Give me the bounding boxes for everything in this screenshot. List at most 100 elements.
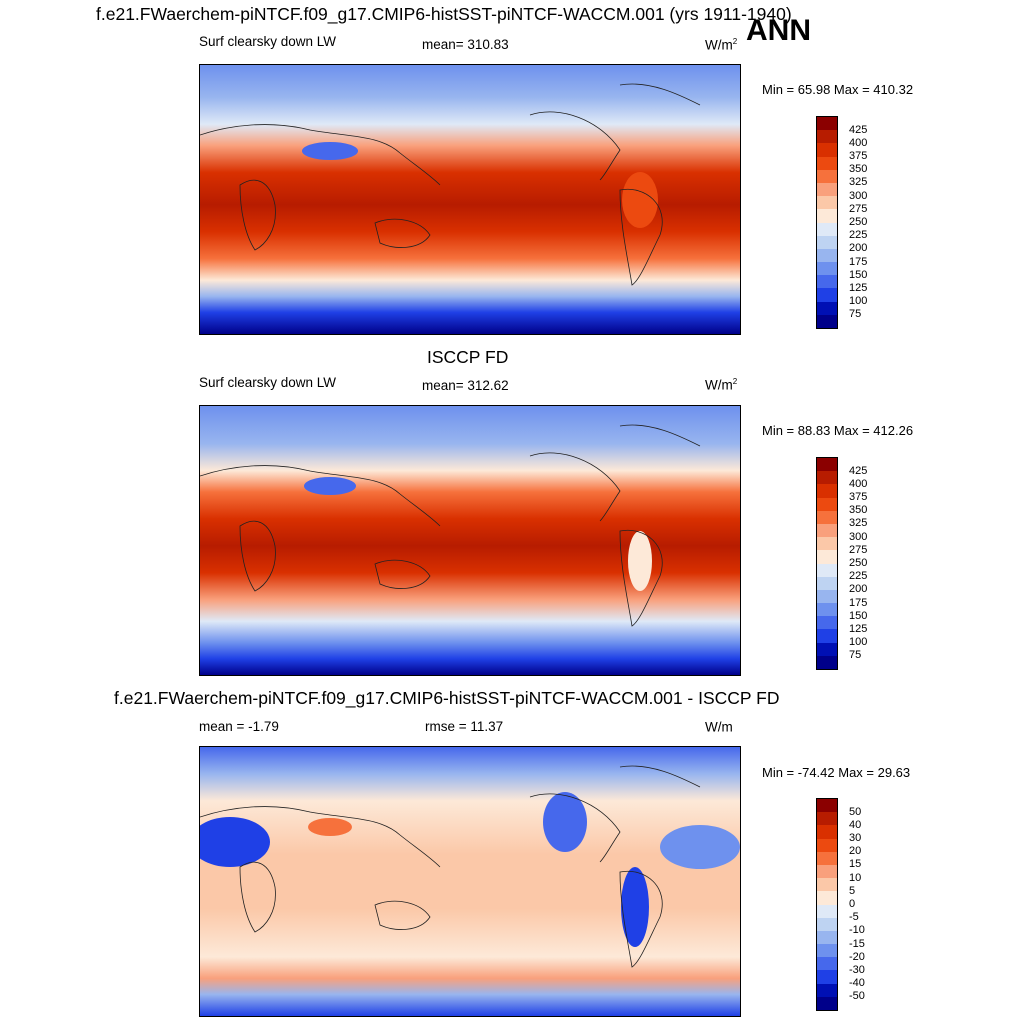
colorbar-segment <box>817 603 837 617</box>
colorbar-segment <box>817 301 837 315</box>
panel1-variable-label: Surf clearsky down LW <box>199 34 337 49</box>
colorbar-segment <box>817 642 837 656</box>
colorbar-tick-label: 200 <box>849 583 868 596</box>
colorbar-segment <box>817 130 837 144</box>
colorbar-tick-label: 0 <box>849 898 856 910</box>
colorbar-segment <box>817 156 837 170</box>
colorbar-tick-label: 425 <box>849 123 868 136</box>
panel1-tibet-low <box>302 142 358 160</box>
panel2-map-svg <box>200 406 740 675</box>
panel3-units: W/m <box>705 719 733 735</box>
panel3-andes-low <box>621 867 649 947</box>
colorbar-tick-label: 300 <box>849 189 868 202</box>
colorbar-tick-label: 275 <box>849 202 868 215</box>
panel1-colorbar <box>816 116 838 329</box>
panel3-title: f.e21.FWaerchem-piNTCF.f09_g17.CMIP6-his… <box>114 688 780 708</box>
panel2-map <box>199 405 741 676</box>
colorbar-tick-label: 100 <box>849 295 868 308</box>
colorbar-tick-label: 5 <box>849 884 856 897</box>
panel3-tibet-high <box>308 818 352 836</box>
panel1-map <box>199 64 741 335</box>
panel2-variable-label: Surf clearsky down LW <box>199 375 337 390</box>
colorbar-segment <box>817 930 837 945</box>
colorbar-tick-label: 150 <box>849 609 868 622</box>
colorbar-tick-label: 150 <box>849 268 868 281</box>
colorbar-segment <box>817 957 837 971</box>
colorbar-tick-label: 325 <box>849 517 868 530</box>
panel2-mean-label: mean= 312.62 <box>422 378 509 393</box>
colorbar-tick-label: 100 <box>849 636 868 649</box>
colorbar-segment <box>817 996 837 1010</box>
colorbar-segment <box>817 523 837 538</box>
panel1-units: W/m2 <box>705 37 738 53</box>
colorbar-segment <box>817 563 837 577</box>
panel1-coastlines <box>200 83 701 286</box>
colorbar-tick-label: 175 <box>849 596 868 609</box>
colorbar-tick-label: 400 <box>849 136 868 149</box>
colorbar-tick-label: 125 <box>849 622 868 635</box>
colorbar-tick-label: -5 <box>849 911 859 924</box>
panel1-southamerica <box>622 172 658 228</box>
panel1-minmax: Min = 65.98 Max = 410.32 <box>762 82 914 97</box>
panel2-andes <box>628 531 652 591</box>
panel3-map-svg <box>200 747 740 1016</box>
colorbar-segment <box>817 616 837 630</box>
colorbar-segment <box>817 812 837 826</box>
season-label: ANN <box>746 14 811 47</box>
panel3-mean-label: mean = -1.79 <box>199 719 279 734</box>
colorbar-segment <box>817 917 837 931</box>
colorbar-tick-label: -20 <box>849 950 865 963</box>
colorbar-tick-label: 400 <box>849 477 868 490</box>
panel2-units: W/m2 <box>705 377 738 393</box>
colorbar-tick-label: 225 <box>849 229 868 242</box>
colorbar-segment <box>817 262 837 276</box>
colorbar-tick-label: 175 <box>849 255 868 268</box>
colorbar-segment <box>817 891 837 905</box>
colorbar-tick-label: 350 <box>849 504 868 517</box>
colorbar-segment <box>817 117 837 131</box>
colorbar-segment <box>817 458 837 472</box>
colorbar-segment <box>817 484 837 498</box>
colorbar-segment <box>817 143 837 157</box>
colorbar-segment <box>817 550 837 564</box>
colorbar-tick-label: 15 <box>849 858 862 871</box>
colorbar-segment <box>817 576 837 590</box>
colorbar-tick-label: 30 <box>849 832 862 845</box>
colorbar-segment <box>817 510 837 524</box>
colorbar-tick-label: 10 <box>849 871 862 884</box>
colorbar-segment <box>817 537 837 551</box>
colorbar-segment <box>817 655 837 669</box>
colorbar-tick-label: 350 <box>849 163 868 176</box>
panel3-east-low <box>660 825 740 869</box>
panel1-mean-label: mean= 310.83 <box>422 37 509 52</box>
colorbar-tick-label: 325 <box>849 176 868 189</box>
colorbar-segment <box>817 825 837 839</box>
panel2-coastlines <box>200 424 701 627</box>
colorbar-segment <box>817 838 837 852</box>
colorbar-tick-label: 225 <box>849 570 868 583</box>
colorbar-tick-label: 40 <box>849 818 862 831</box>
panel2-tibet-low <box>304 477 356 495</box>
colorbar-segment <box>817 196 837 210</box>
colorbar-segment <box>817 629 837 643</box>
panel1-field <box>200 65 740 334</box>
colorbar-tick-label: 425 <box>849 464 868 477</box>
colorbar-segment <box>817 235 837 249</box>
panel2-title: ISCCP FD <box>427 347 509 367</box>
colorbar-tick-label: 50 <box>849 805 862 818</box>
colorbar-segment <box>817 248 837 263</box>
colorbar-tick-label: 200 <box>849 242 868 255</box>
panel3-africa-low <box>200 817 270 867</box>
colorbar-segment <box>817 471 837 485</box>
colorbar-segment <box>817 314 837 328</box>
colorbar-tick-label: -30 <box>849 963 865 976</box>
panel2-field <box>200 406 740 675</box>
colorbar-segment <box>817 970 837 984</box>
panel3-field <box>200 747 740 1016</box>
colorbar-tick-label: 375 <box>849 491 868 504</box>
colorbar-tick-label: 75 <box>849 649 862 662</box>
main-title: f.e21.FWaerchem-piNTCF.f09_g17.CMIP6-his… <box>96 4 792 24</box>
colorbar-segment <box>817 878 837 892</box>
colorbar-tick-label: 250 <box>849 557 868 569</box>
panel1-map-svg <box>200 65 740 334</box>
